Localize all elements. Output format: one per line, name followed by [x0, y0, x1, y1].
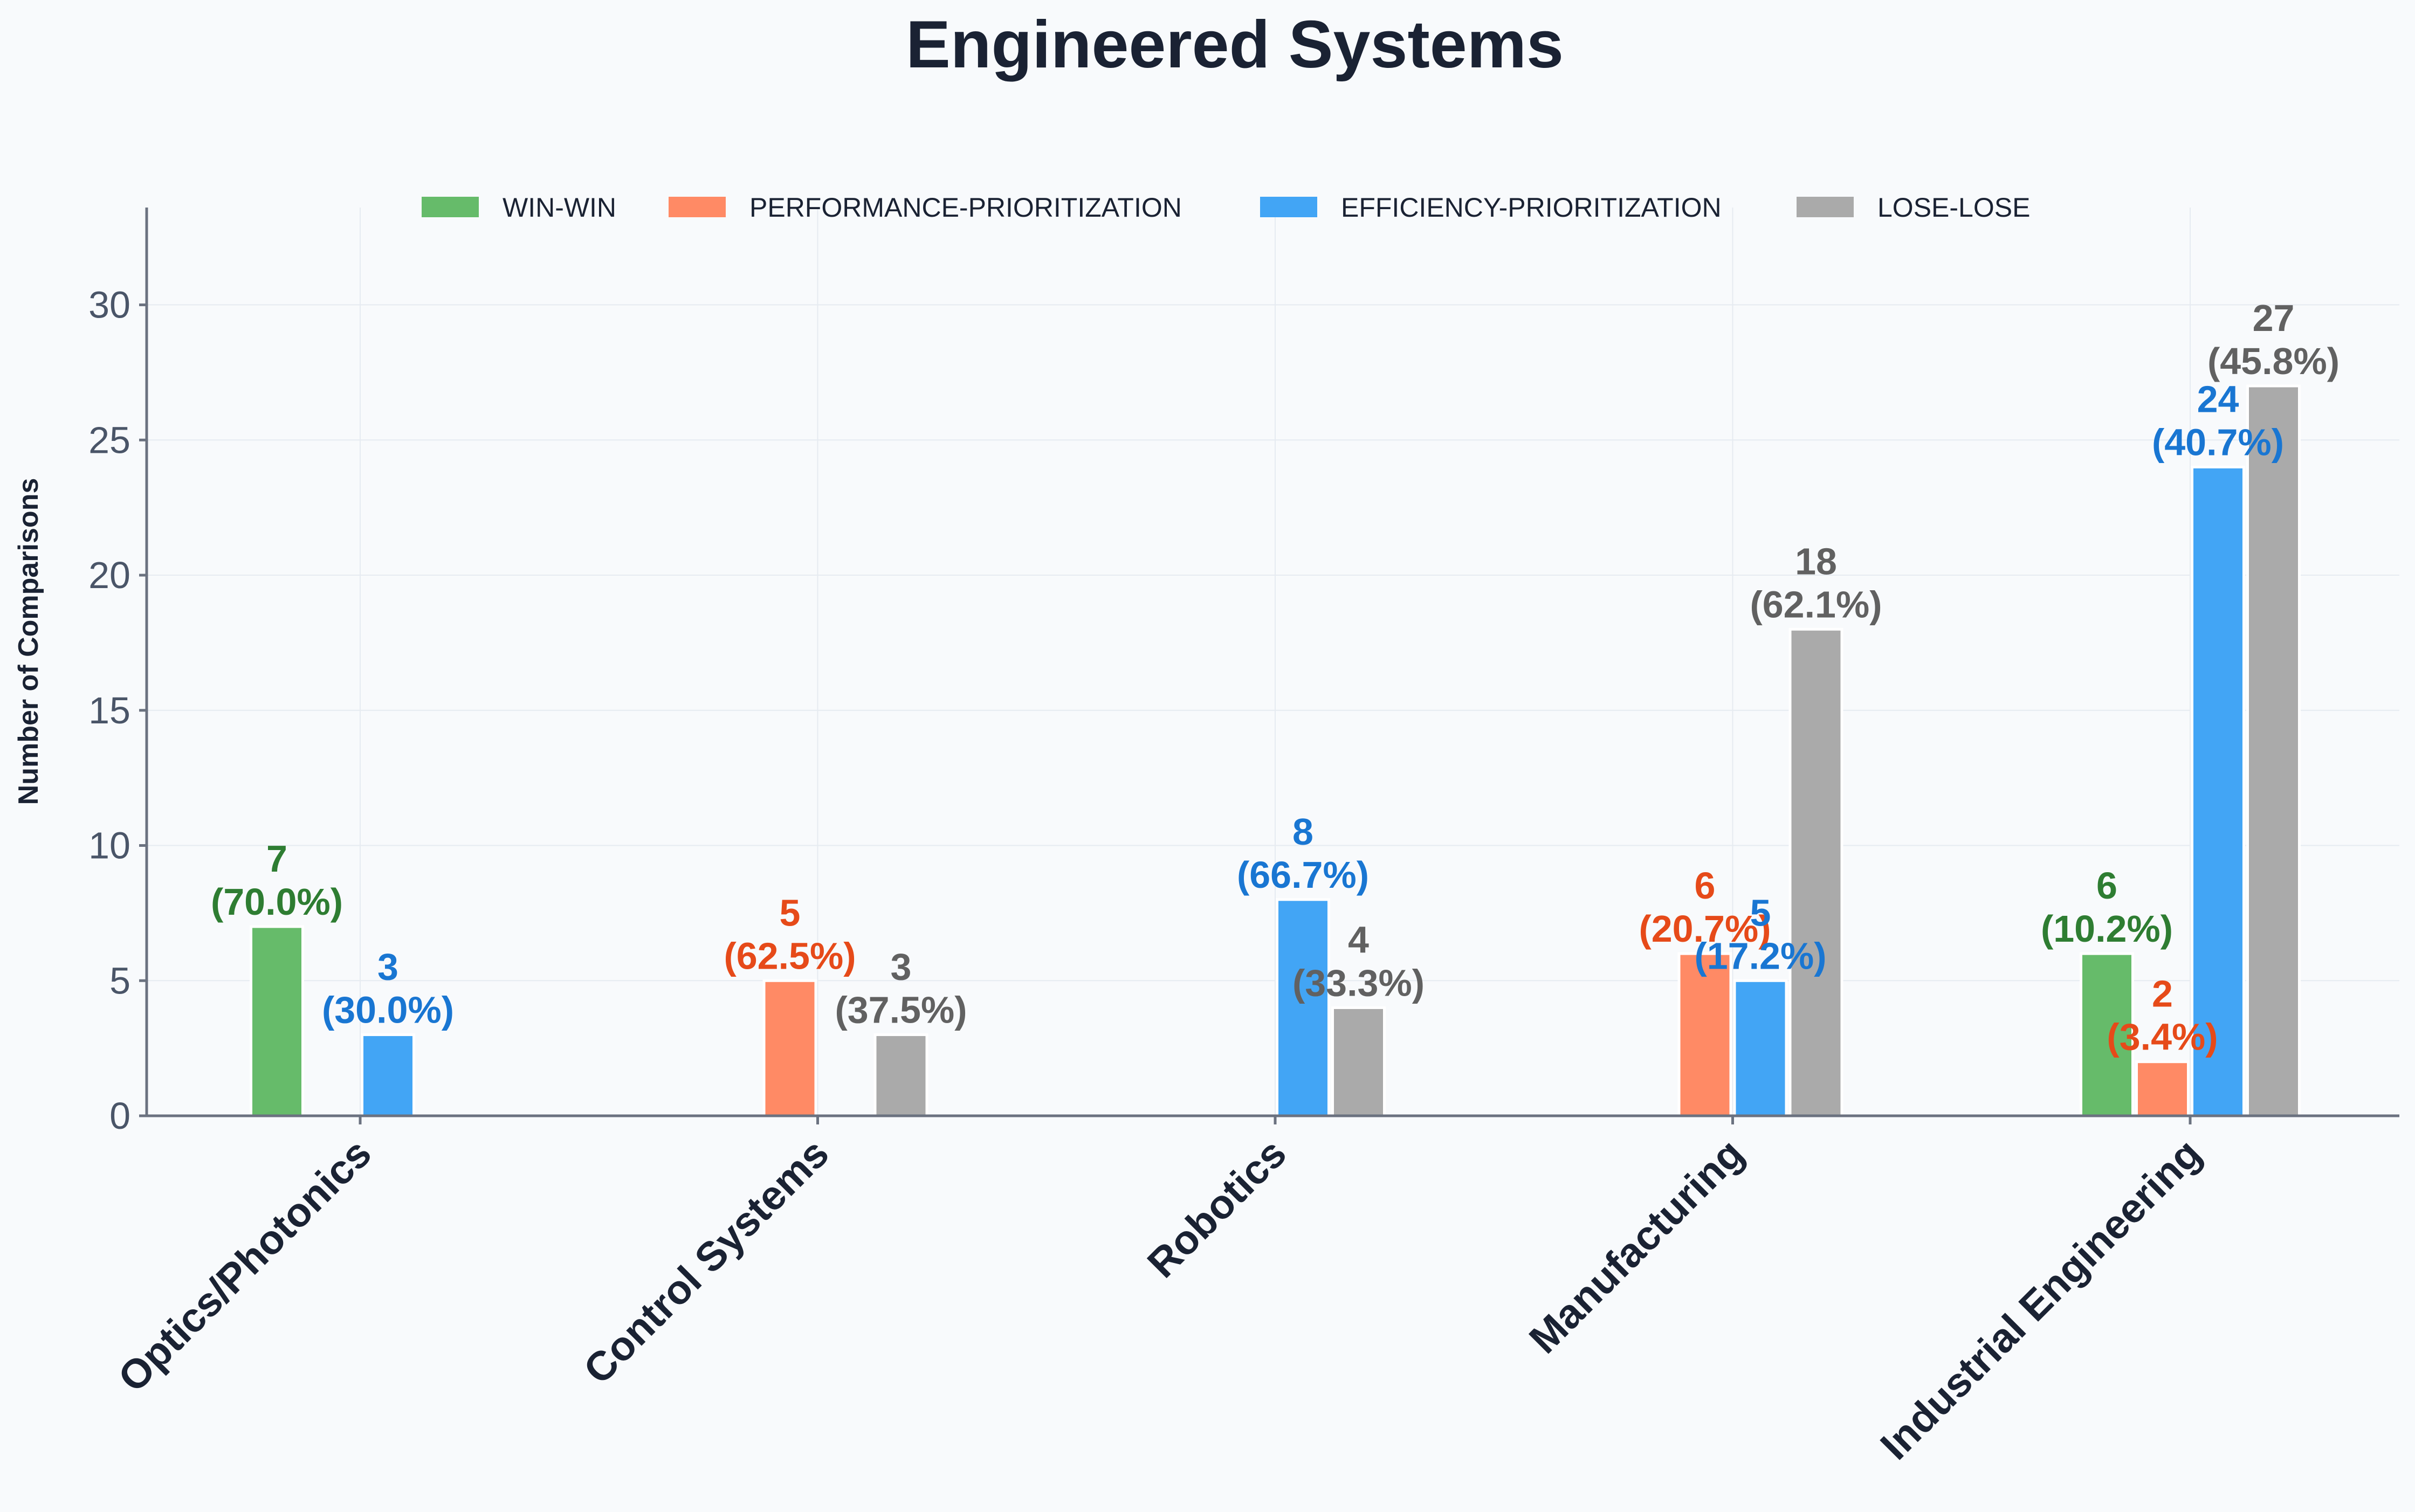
data-label: 3 (30.0%) — [322, 946, 454, 1031]
bar — [250, 925, 304, 1117]
data-label: 24 (40.7%) — [2152, 378, 2284, 463]
data-label: 2 (3.4%) — [2107, 973, 2218, 1058]
data-label: 6 (10.2%) — [2041, 865, 2173, 950]
data-label: 18 (62.1%) — [1750, 540, 1882, 625]
legend-swatch — [669, 197, 726, 217]
y-tick-label: 5 — [109, 959, 130, 1002]
legend: WIN-WIN PERFORMANCE-PRIORITIZATION EFFICIE… — [422, 192, 2030, 223]
data-label: 5 (62.5%) — [724, 892, 856, 977]
axes: 0 5 10 15 20 25 30 Optics/Photonics Control Syst… — [88, 208, 2399, 1468]
y-tick-label: 20 — [88, 554, 130, 596]
legend-swatch — [422, 197, 479, 217]
x-tick-label: Industrial Engineering — [1872, 1130, 2210, 1468]
x-tick-label: Optics/Photonics — [109, 1130, 380, 1401]
legend-label: PERFORMANCE-PRIORITIZATION — [749, 192, 1182, 223]
legend-swatch — [1797, 197, 1854, 217]
bar — [1788, 627, 1843, 1117]
legend-label: WIN-WIN — [503, 192, 616, 223]
bar — [873, 1033, 928, 1117]
x-tick-label: Robotics — [1139, 1130, 1295, 1287]
bar — [1677, 952, 1732, 1117]
legend-label: EFFICIENCY-PRIORITIZATION — [1341, 192, 1722, 223]
data-label: 8 (66.7%) — [1237, 811, 1369, 896]
y-tick-label: 15 — [88, 689, 130, 731]
x-tick-label: Manufacturing — [1520, 1130, 1752, 1362]
legend-label: LOSE-LOSE — [1877, 192, 2030, 223]
chart-title: Engineered Systems — [906, 8, 1564, 82]
data-label: 3 (37.5%) — [835, 946, 967, 1031]
bar — [2080, 952, 2134, 1117]
data-label: 7 (70.0%) — [211, 838, 343, 923]
legend-swatch — [1260, 197, 1317, 217]
bar — [1331, 1006, 1386, 1117]
data-label: 27 (45.8%) — [2207, 297, 2340, 382]
grid-lines — [147, 208, 2399, 1116]
bar — [2191, 465, 2245, 1117]
bar — [2246, 384, 2301, 1117]
bars — [250, 384, 2301, 1117]
y-tick-label: 0 — [109, 1095, 130, 1137]
bar — [2135, 1060, 2190, 1117]
data-label: 5 (17.2%) — [1694, 892, 1826, 977]
y-axis-label: Number of Comparisons — [13, 478, 44, 805]
data-label: 4 (33.3%) — [1292, 919, 1425, 1004]
y-tick-label: 10 — [88, 825, 130, 867]
bar — [1276, 898, 1330, 1117]
bar — [361, 1033, 415, 1117]
y-tick-label: 25 — [88, 419, 130, 461]
bar — [762, 979, 817, 1117]
data-label: 6 (20.7%) — [1639, 865, 1771, 950]
x-tick-label: Control Systems — [575, 1130, 837, 1393]
data-labels: 7 (70.0%) 6 (10.2%) 5 (62.5%) 6 (20.7%) 2 (3.4%) 3… — [211, 297, 2340, 1058]
y-tick-label: 30 — [88, 284, 130, 326]
bar — [1733, 979, 1788, 1117]
